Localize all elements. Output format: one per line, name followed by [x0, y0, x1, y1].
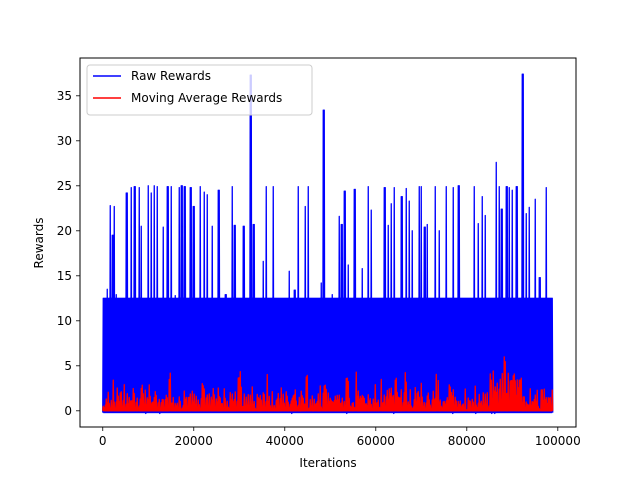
- legend-box: [86, 64, 313, 116]
- y-tick-label: 5: [64, 359, 72, 373]
- series-line-moving-average: [102, 356, 554, 412]
- legend-label-raw-rewards: Raw Rewards: [131, 69, 211, 83]
- legend-label-moving-average: Moving Average Rewards: [131, 91, 282, 105]
- x-axis: 0 20000 40000 60000 80000 100000: [99, 427, 581, 448]
- y-axis: 0 5 10 15 20 25 30 35: [57, 89, 80, 418]
- x-tick-label: 20000: [175, 434, 213, 448]
- legend: Raw Rewards Moving Average Rewards: [86, 64, 313, 116]
- y-tick-label: 35: [57, 89, 72, 103]
- y-tick-label: 0: [64, 404, 72, 418]
- x-tick-label: 60000: [357, 434, 395, 448]
- y-tick-label: 30: [57, 134, 72, 148]
- x-tick-label: 100000: [535, 434, 581, 448]
- y-tick-label: 25: [57, 179, 72, 193]
- y-tick-label: 20: [57, 224, 72, 238]
- x-axis-label: Iterations: [299, 456, 356, 470]
- x-tick-label: 80000: [448, 434, 486, 448]
- y-tick-label: 10: [57, 314, 72, 328]
- series-line-raw-rewards: [102, 73, 554, 415]
- x-tick-label: 0: [99, 434, 107, 448]
- plot-area-frame: [79, 57, 577, 428]
- y-axis-label: Rewards: [32, 218, 46, 269]
- x-tick-label: 40000: [266, 434, 304, 448]
- y-tick-label: 15: [57, 269, 72, 283]
- series-layer: [102, 73, 554, 415]
